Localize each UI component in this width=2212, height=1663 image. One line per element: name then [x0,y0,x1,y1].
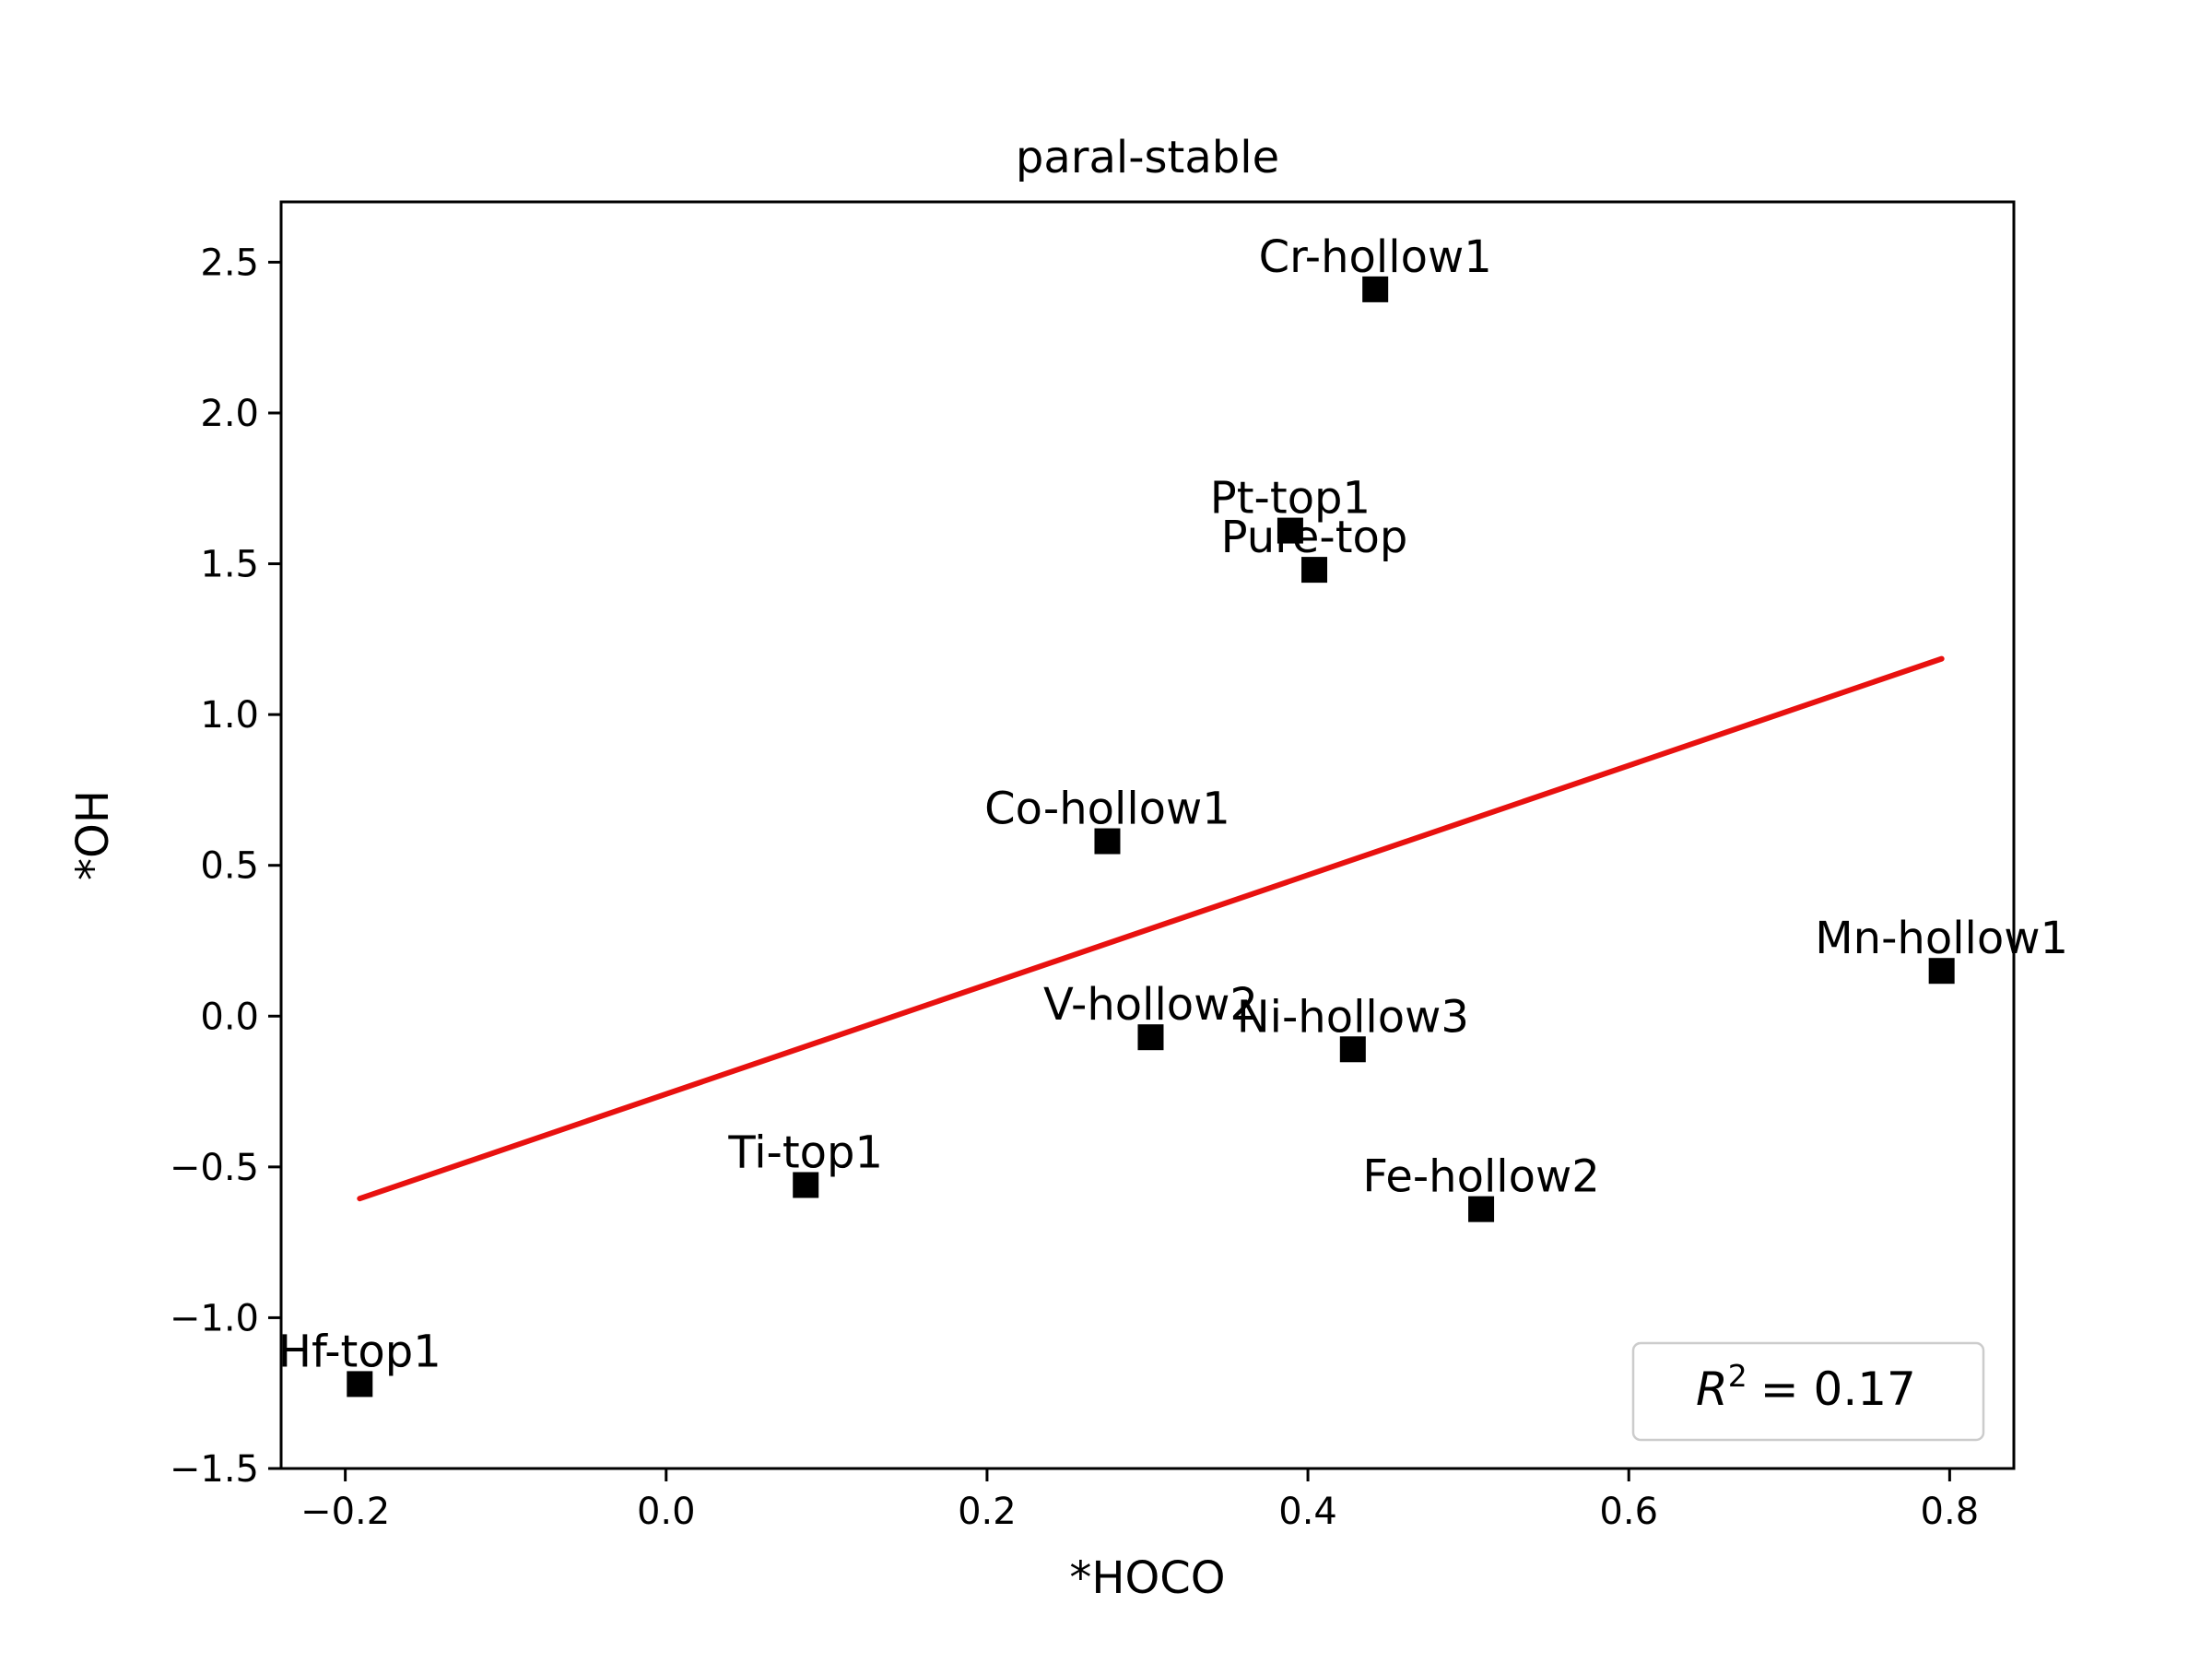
data-point-marker [1094,828,1121,855]
legend-r2-text: R2 = 0.17 [1696,1358,1916,1416]
y-tick-label: 2.5 [200,242,259,284]
y-tick-label: 2.0 [200,393,259,435]
point-label: Co-hollow1 [984,784,1230,835]
legend-r2-value: = 0.17 [1760,1362,1916,1416]
point-label: Mn-hollow1 [1815,913,2068,964]
legend: R2 = 0.17 [1631,1341,1985,1442]
legend-r2-exponent: 2 [1728,1358,1747,1394]
data-point-marker [1301,557,1328,584]
regression-fit-line [357,655,1945,1202]
data-point-marker [793,1172,819,1198]
data-point-marker [1928,958,1955,985]
fit-line-layer [357,655,1945,1202]
point-label: Cr-hollow1 [1259,231,1492,283]
point-label: V-hollow2 [1043,979,1258,1031]
x-tick-label: 0.6 [1599,1491,1658,1533]
plot-frame [279,200,2016,1470]
x-axis-ticks: −0.2 0.0 0.2 0.4 0.6 0.8 [300,1468,1979,1533]
data-point-marker [1468,1196,1495,1222]
x-tick-label: 0.8 [1921,1491,1980,1533]
x-tick-label: 0.0 [637,1491,696,1533]
y-axis-ticks: −1.5 −1.0 −0.5 0.0 0.5 1.0 1.5 2.0 2.5 [170,242,281,1491]
y-tick-label: 1.5 [200,544,259,586]
y-tick-label: 0.0 [200,996,259,1038]
chart-title: paral-stable [1016,132,1279,183]
x-tick-label: 0.4 [1278,1491,1337,1533]
point-label: Ni-hollow3 [1237,991,1469,1043]
legend-box [1631,1341,1985,1442]
data-point-marker [347,1371,373,1398]
data-point-marker [1277,517,1303,544]
data-points-layer [347,276,1955,1398]
x-axis-label: *HOCO [1069,1552,1225,1604]
y-axis-label: *OH [67,790,119,880]
point-label: Ti-top1 [727,1126,883,1178]
point-label: Hf-top1 [278,1326,441,1377]
y-tick-label: −1.5 [170,1448,259,1491]
legend-r2-symbol: R [1696,1362,1728,1416]
point-label: Fe-hollow2 [1362,1151,1599,1203]
y-tick-label: 0.5 [200,845,259,888]
data-point-marker [1137,1024,1164,1051]
y-tick-label: −0.5 [170,1147,259,1189]
point-label: Pt-top1 [1210,473,1371,525]
x-tick-label: −0.2 [300,1491,390,1533]
y-tick-label: −1.0 [170,1297,259,1339]
y-tick-label: 1.0 [200,694,259,737]
data-point-marker [1339,1036,1366,1063]
point-label: Pure-top [1221,512,1408,563]
x-tick-label: 0.2 [958,1491,1017,1533]
data-point-marker [1362,276,1389,302]
